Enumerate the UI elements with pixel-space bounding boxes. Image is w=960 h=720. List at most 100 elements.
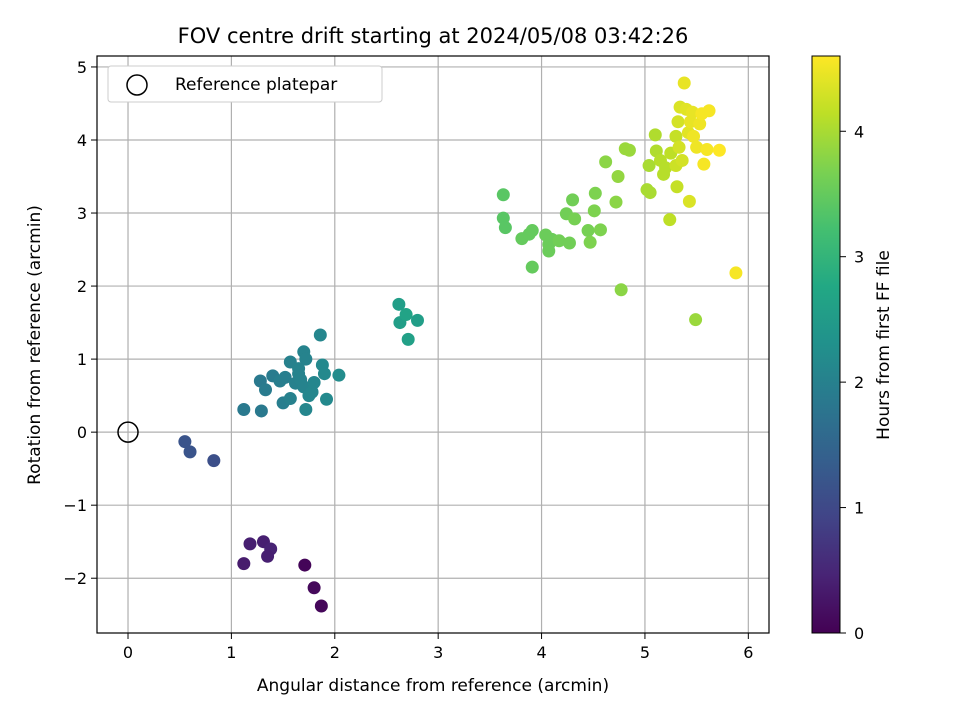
scatter-point: [689, 313, 703, 327]
scatter-point: [314, 599, 328, 613]
scatter-point: [642, 159, 656, 173]
scatter-point: [663, 213, 677, 227]
colorbar-tick-label: 0: [854, 624, 864, 643]
scatter-point: [588, 186, 602, 200]
scatter-point: [599, 155, 613, 169]
y-ticks: −2 −1 0 1 2 3 4 5: [63, 58, 97, 588]
y-tick-label: −1: [63, 496, 87, 515]
scatter-point: [659, 161, 673, 175]
x-tick-label: 1: [226, 643, 236, 662]
scatter-point: [243, 537, 257, 551]
scatter-point: [611, 170, 625, 184]
scatter-point: [320, 392, 334, 406]
scatter-point: [278, 370, 292, 384]
scatter-point: [672, 140, 686, 154]
scatter-point: [496, 188, 510, 202]
plot-frame: [96, 55, 770, 634]
chart-title: FOV centre drift starting at 2024/05/08 …: [178, 24, 689, 48]
scatter-point: [399, 308, 413, 322]
scatter-point: [669, 129, 683, 143]
scatter-point: [587, 204, 601, 218]
data-points: [178, 76, 743, 613]
x-tick-label: 6: [743, 643, 753, 662]
x-axis-label: Angular distance from reference (arcmin): [257, 676, 609, 696]
scatter-point: [581, 224, 595, 238]
scatter-point: [498, 221, 512, 235]
scatter-point: [332, 368, 346, 382]
legend-entry-reference: Reference platepar: [175, 75, 337, 95]
scatter-point: [729, 266, 743, 280]
colorbar-tick-label: 3: [854, 248, 864, 267]
scatter-point: [552, 234, 566, 248]
scatter-point: [183, 445, 197, 459]
scatter-point: [648, 128, 662, 142]
scatter-point: [317, 367, 331, 381]
reference-platepar-point: [117, 421, 139, 443]
y-tick-label: 0: [77, 423, 87, 442]
y-tick-label: 1: [77, 350, 87, 369]
scatter-point: [702, 104, 716, 118]
scatter-point: [392, 297, 406, 311]
x-tick-label: 2: [330, 643, 340, 662]
scatter-point: [254, 404, 268, 418]
scatter-point: [690, 140, 704, 154]
scatter-point: [178, 435, 192, 449]
scatter-point: [583, 235, 597, 249]
y-tick-label: 3: [77, 204, 87, 223]
x-tick-label: 0: [123, 643, 133, 662]
scatter-point: [401, 332, 415, 346]
scatter-point: [622, 143, 636, 157]
scatter-point: [697, 157, 711, 171]
scatter-point: [237, 403, 251, 417]
reference-marker: [117, 421, 139, 443]
scatter-point: [643, 186, 657, 200]
scatter-point: [568, 212, 582, 226]
colorbar-label: Hours from first FF file: [874, 250, 894, 440]
scatter-point: [283, 392, 297, 406]
x-ticks: 0 1 2 3 4 5 6: [123, 633, 753, 662]
scatter-point: [207, 454, 221, 468]
legend-marker: [126, 74, 148, 96]
colorbar-tick-label: 4: [854, 122, 864, 141]
scatter-point: [609, 195, 623, 209]
scatter-point: [670, 180, 684, 194]
y-axis-label: Rotation from reference (arcmin): [25, 205, 45, 485]
grid-lines: [97, 56, 769, 633]
x-tick-label: 5: [640, 643, 650, 662]
scatter-point: [682, 194, 696, 208]
scatter-point: [675, 153, 689, 167]
scatter-point: [292, 362, 306, 376]
scatter-point: [313, 328, 327, 342]
scatter-point: [307, 581, 321, 595]
scatter-point: [712, 143, 726, 157]
y-tick-label: −2: [63, 569, 87, 588]
scatter-point: [593, 223, 607, 237]
colorbar-ticks: 0 1 2 3 4: [840, 122, 864, 643]
scatter-point: [298, 558, 312, 572]
scatter-point: [700, 142, 714, 156]
x-tick-label: 4: [536, 643, 546, 662]
scatter-point: [562, 236, 576, 250]
scatter-point: [307, 375, 321, 389]
scatter-point: [566, 193, 580, 207]
scatter-point: [299, 352, 313, 366]
scatter-point: [261, 549, 275, 563]
colorbar-tick-label: 1: [854, 499, 864, 518]
scatter-point: [259, 383, 273, 397]
y-tick-label: 5: [77, 58, 87, 77]
scatter-point: [237, 557, 251, 571]
scatter-point: [693, 117, 707, 131]
y-tick-label: 2: [77, 277, 87, 296]
scatter-point: [677, 76, 691, 90]
scatter-point: [525, 224, 539, 238]
legend-box: [107, 65, 383, 103]
colorbar: 0 1 2 3 4 Hours from first FF file: [811, 55, 894, 643]
scatter-point: [671, 115, 685, 129]
scatter-point: [410, 313, 424, 327]
x-tick-label: 3: [433, 643, 443, 662]
scatter-point: [687, 129, 701, 143]
scatter-point: [525, 260, 539, 274]
scatter-point: [299, 403, 313, 417]
colorbar-tick-label: 2: [854, 373, 864, 392]
